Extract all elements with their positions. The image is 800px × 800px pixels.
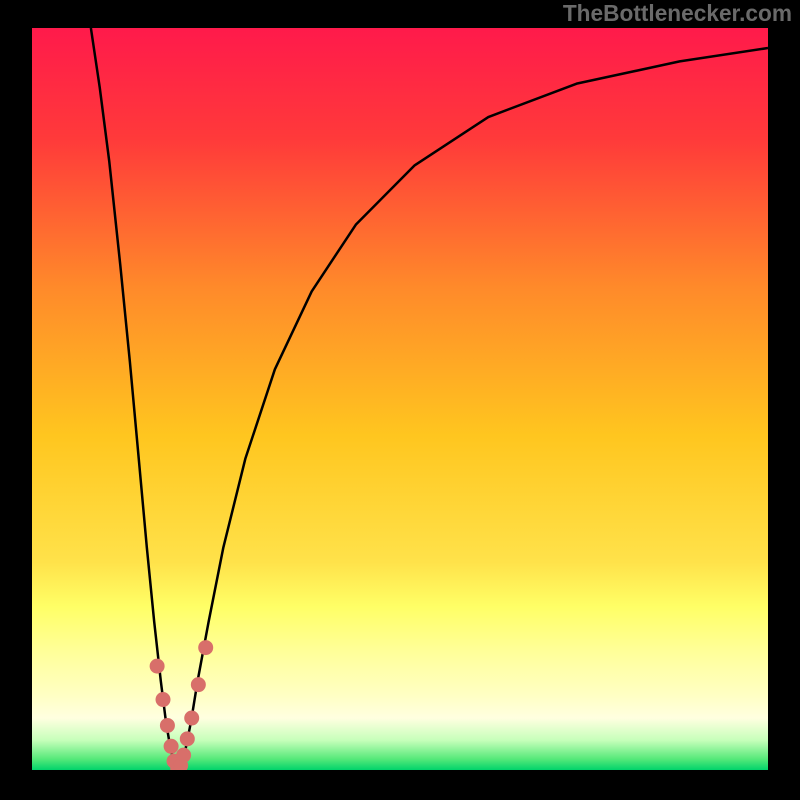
plot-svg [32, 28, 768, 770]
data-marker [185, 711, 199, 725]
data-marker [191, 678, 205, 692]
plot-area [32, 28, 768, 770]
data-marker [180, 732, 194, 746]
data-marker [156, 693, 170, 707]
data-marker [177, 748, 191, 762]
gradient-background [32, 28, 768, 770]
data-marker [150, 659, 164, 673]
chart-frame: TheBottlenecker.com [0, 0, 800, 800]
data-marker [160, 718, 174, 732]
data-marker [199, 641, 213, 655]
data-marker [164, 739, 178, 753]
watermark-text: TheBottlenecker.com [563, 0, 792, 27]
